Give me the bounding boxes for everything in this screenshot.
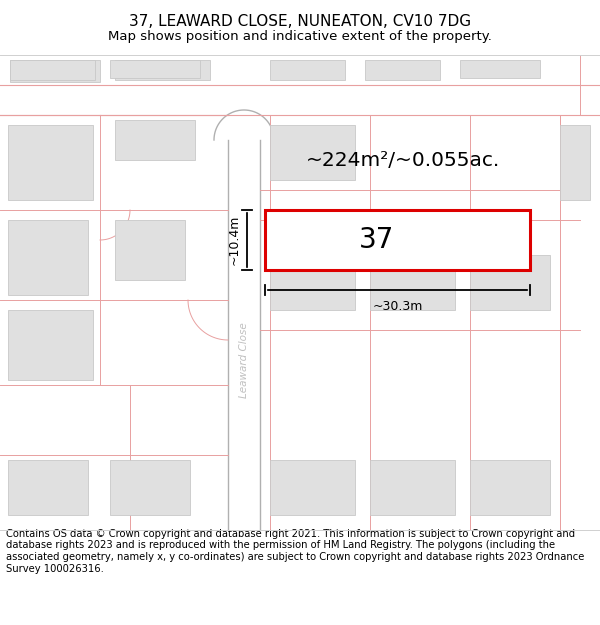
Bar <box>370 255 455 310</box>
Bar <box>270 60 345 80</box>
Text: Contains OS data © Crown copyright and database right 2021. This information is : Contains OS data © Crown copyright and d… <box>6 529 584 574</box>
Bar <box>270 125 355 180</box>
Bar <box>8 220 88 295</box>
Text: Leaward Close: Leaward Close <box>239 322 249 398</box>
Bar <box>110 60 200 78</box>
Bar <box>265 210 530 270</box>
Bar <box>10 60 95 80</box>
Bar <box>10 60 100 82</box>
Bar <box>110 460 190 515</box>
Bar <box>270 255 355 310</box>
Bar <box>270 460 355 515</box>
Bar <box>0 85 600 115</box>
Bar <box>460 60 540 78</box>
Bar <box>115 120 195 160</box>
Bar <box>8 460 88 515</box>
Bar <box>115 60 210 80</box>
Bar <box>560 125 590 200</box>
Polygon shape <box>214 110 274 140</box>
Text: 37: 37 <box>359 226 394 254</box>
Bar <box>8 125 93 200</box>
Bar <box>228 110 260 530</box>
Bar <box>370 460 455 515</box>
Bar <box>8 310 93 380</box>
Bar <box>115 220 185 280</box>
Bar <box>365 60 440 80</box>
Text: ~10.4m: ~10.4m <box>228 215 241 265</box>
Text: 37, LEAWARD CLOSE, NUNEATON, CV10 7DG: 37, LEAWARD CLOSE, NUNEATON, CV10 7DG <box>129 14 471 29</box>
Text: Map shows position and indicative extent of the property.: Map shows position and indicative extent… <box>108 30 492 43</box>
Text: ~30.3m: ~30.3m <box>373 300 422 313</box>
Bar <box>470 255 550 310</box>
Text: ~224m²/~0.055ac.: ~224m²/~0.055ac. <box>305 151 500 169</box>
Bar <box>470 460 550 515</box>
